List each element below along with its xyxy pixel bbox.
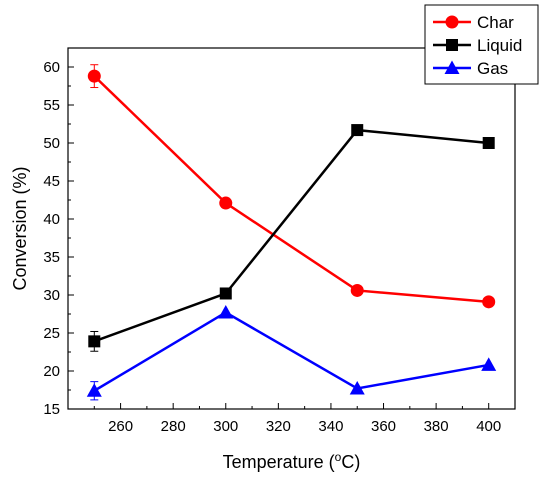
x-tick-label: 300 [213, 418, 238, 435]
y-tick-label: 40 [43, 211, 60, 228]
liquid-point [88, 335, 101, 348]
gas-point [481, 357, 497, 371]
gas-point [349, 380, 365, 395]
y-tick-label: 20 [43, 363, 60, 380]
gas-line [93, 311, 489, 392]
legend-gas-label: Gas [477, 59, 508, 78]
series-layer [86, 64, 497, 401]
legend-liquid-marker [446, 39, 458, 51]
y-tick-label: 45 [43, 173, 60, 190]
x-tick-label: 340 [318, 418, 343, 435]
legend: Char Liquid Gas [424, 4, 539, 85]
char-point [482, 295, 496, 309]
x-tick-label: 380 [424, 418, 449, 435]
y-axis-title: Conversion (%) [10, 166, 30, 290]
y-tick-label: 60 [43, 59, 60, 76]
gas-point [218, 304, 234, 319]
x-tick-label: 360 [371, 418, 396, 435]
x-tick-label: 280 [161, 418, 186, 435]
char-point [87, 69, 101, 83]
liquid-point [351, 124, 364, 137]
liquid-point [482, 137, 495, 149]
legend-char-label: Char [477, 13, 514, 32]
char-point [219, 196, 233, 210]
legend-liquid-label: Liquid [477, 36, 522, 55]
x-axis-title: Temperature (oC) [223, 450, 361, 472]
liquid-point [219, 287, 232, 300]
tick-labels: 260 280 300 320 340 360 380 400 15 20 25 30 35 40 45 50… [43, 59, 501, 435]
y-tick-label: 55 [43, 97, 60, 114]
legend-gas-marker [444, 60, 460, 74]
plot-frame [67, 47, 516, 410]
y-tick-label: 50 [43, 135, 60, 152]
y-tick-label: 15 [43, 401, 60, 418]
legend-char-marker [445, 15, 459, 29]
y-tick-label: 30 [43, 287, 60, 304]
x-tick-label: 260 [108, 418, 133, 435]
y-tick-label: 35 [43, 249, 60, 266]
x-tick-label: 320 [266, 418, 291, 435]
axis-ticks [68, 66, 516, 410]
x-tick-label: 400 [476, 418, 501, 435]
liquid-line [93, 128, 489, 343]
char-point [350, 283, 364, 297]
y-tick-label: 25 [43, 325, 60, 342]
char-line [93, 75, 489, 304]
gas-point [86, 383, 102, 397]
